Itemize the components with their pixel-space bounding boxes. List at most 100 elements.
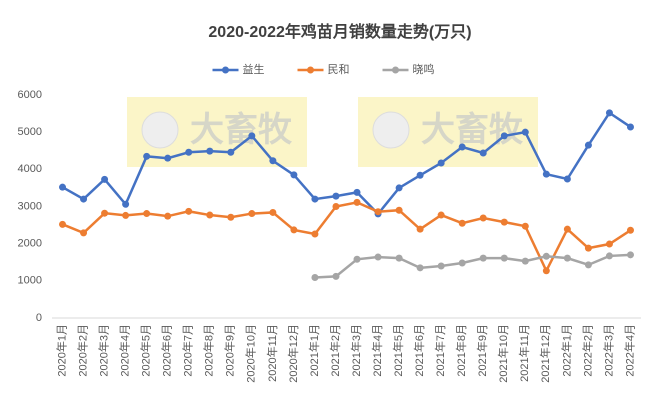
x-tick-label: 2021年2月 bbox=[328, 324, 342, 377]
data-point bbox=[185, 148, 193, 156]
x-tick-label: 2020年7月 bbox=[181, 324, 195, 377]
data-point bbox=[605, 240, 613, 248]
data-point bbox=[626, 123, 634, 131]
data-point bbox=[521, 257, 529, 265]
y-tick-label: 6000 bbox=[18, 89, 42, 101]
data-point bbox=[290, 171, 298, 179]
data-point bbox=[101, 175, 109, 183]
data-point bbox=[332, 272, 340, 280]
data-point bbox=[500, 218, 508, 226]
data-point bbox=[311, 273, 319, 281]
data-point bbox=[521, 222, 529, 230]
data-point bbox=[227, 213, 235, 221]
watermark-logo bbox=[141, 111, 179, 149]
data-point bbox=[437, 211, 445, 219]
data-point bbox=[395, 184, 403, 192]
data-point bbox=[164, 212, 172, 220]
data-point bbox=[542, 170, 550, 178]
data-point bbox=[395, 206, 403, 214]
x-tick-label: 2020年3月 bbox=[96, 324, 110, 377]
data-point bbox=[563, 225, 571, 233]
x-tick-label: 2021年7月 bbox=[433, 324, 447, 377]
legend-marker bbox=[392, 66, 399, 74]
data-point bbox=[458, 143, 466, 151]
x-tick-label: 2020年2月 bbox=[75, 324, 89, 377]
data-point bbox=[605, 252, 613, 260]
data-point bbox=[59, 220, 67, 228]
data-point bbox=[269, 157, 277, 165]
data-point bbox=[458, 219, 466, 227]
x-tick-label: 2020年6月 bbox=[160, 324, 174, 377]
data-point bbox=[101, 209, 109, 217]
data-point bbox=[185, 207, 193, 215]
data-point bbox=[80, 195, 88, 203]
x-tick-label: 2020年5月 bbox=[139, 324, 153, 377]
x-tick-label: 2021年1月 bbox=[307, 324, 321, 377]
data-point bbox=[122, 211, 130, 219]
legend-label: 民和 bbox=[328, 63, 350, 76]
data-point bbox=[59, 183, 67, 191]
data-point bbox=[269, 208, 277, 216]
x-tick-label: 2021年9月 bbox=[475, 324, 489, 377]
data-point bbox=[584, 141, 592, 149]
data-point bbox=[458, 259, 466, 267]
data-point bbox=[353, 198, 361, 206]
data-point bbox=[143, 152, 151, 160]
data-point bbox=[311, 230, 319, 238]
data-point bbox=[416, 171, 424, 179]
x-tick-label: 2022年2月 bbox=[580, 324, 594, 377]
data-point bbox=[416, 225, 424, 233]
data-point bbox=[605, 109, 613, 117]
data-point bbox=[626, 226, 634, 234]
data-point bbox=[80, 229, 88, 237]
series-line bbox=[61, 111, 632, 216]
y-tick-label: 3000 bbox=[18, 200, 42, 212]
x-tick-label: 2020年4月 bbox=[118, 324, 132, 377]
x-tick-label: 2021年8月 bbox=[454, 324, 468, 377]
data-point bbox=[479, 214, 487, 222]
data-point bbox=[500, 132, 508, 140]
y-tick-label: 4000 bbox=[18, 163, 42, 175]
legend-marker bbox=[307, 66, 314, 74]
x-tick-label: 2021年5月 bbox=[391, 324, 405, 377]
data-point bbox=[374, 253, 382, 261]
data-point bbox=[311, 195, 319, 203]
data-point bbox=[122, 200, 130, 208]
data-point bbox=[395, 254, 403, 262]
data-point bbox=[479, 149, 487, 157]
y-tick-label: 2000 bbox=[18, 238, 42, 250]
data-point bbox=[437, 262, 445, 270]
legend-label: 晓鸣 bbox=[413, 62, 435, 76]
data-point bbox=[206, 147, 214, 155]
series-line bbox=[314, 253, 631, 279]
data-point bbox=[206, 211, 214, 219]
x-tick-label: 2020年8月 bbox=[202, 324, 216, 377]
data-point bbox=[563, 175, 571, 183]
x-tick-label: 2020年10月 bbox=[244, 324, 258, 383]
data-point bbox=[227, 148, 235, 156]
watermark: 大畜牧 bbox=[421, 110, 524, 149]
x-tick-label: 2021年4月 bbox=[370, 324, 384, 377]
legend-label: 益生 bbox=[243, 62, 265, 76]
chart-title: 2020-2022年鸡苗月销数量走势(万只) bbox=[208, 22, 471, 41]
data-point bbox=[584, 244, 592, 252]
data-point bbox=[332, 203, 340, 210]
x-tick-label: 2021年6月 bbox=[412, 324, 426, 377]
data-point bbox=[542, 252, 550, 260]
x-tick-label: 2021年3月 bbox=[349, 324, 363, 377]
x-tick-label: 2020年11月 bbox=[265, 324, 279, 382]
series-line bbox=[62, 201, 632, 274]
y-tick-label: 5000 bbox=[18, 126, 42, 138]
data-point bbox=[437, 159, 445, 167]
watermark-logo bbox=[372, 111, 410, 149]
y-tick-label: 0 bbox=[36, 312, 42, 324]
data-point bbox=[353, 255, 361, 263]
data-point bbox=[584, 261, 592, 269]
data-point bbox=[164, 154, 172, 162]
data-point bbox=[332, 192, 340, 200]
data-point bbox=[353, 188, 361, 196]
data-point bbox=[542, 267, 550, 275]
data-point bbox=[521, 128, 529, 136]
data-point bbox=[248, 132, 256, 140]
